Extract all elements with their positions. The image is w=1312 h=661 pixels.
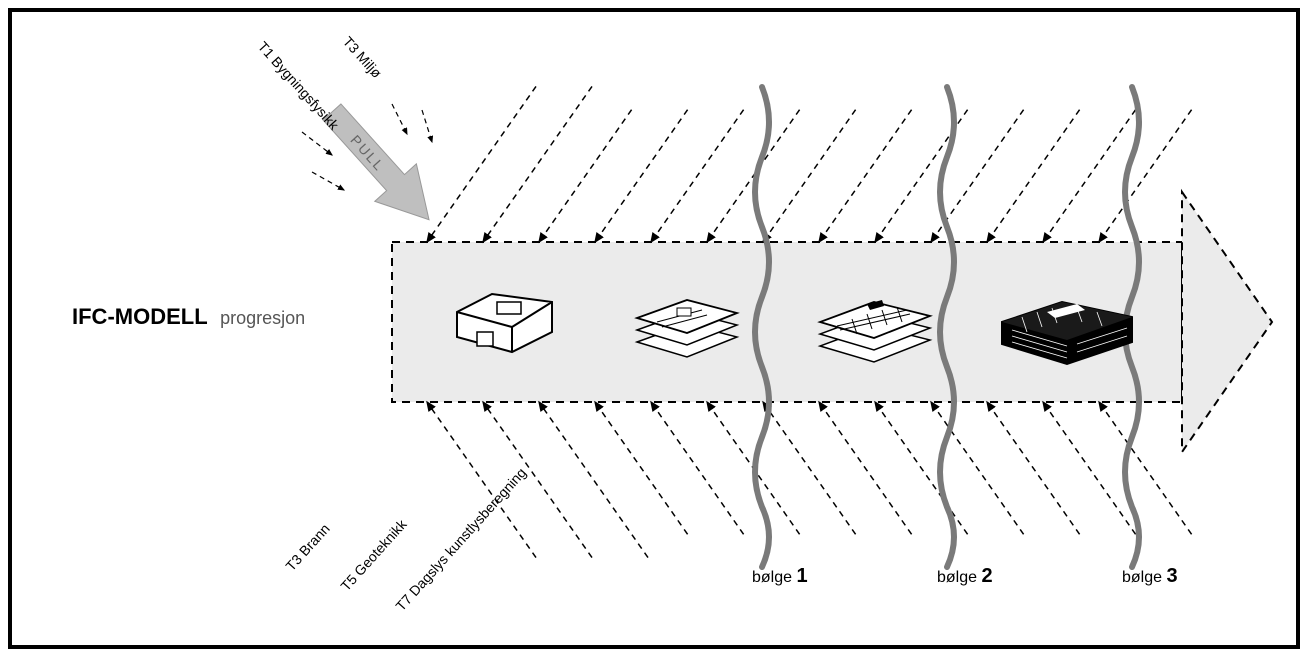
bottom-label-text: T7 Dagslys kunstlysberegning	[392, 465, 529, 615]
diagram-frame: PULL T1 Bygningsfysikk T3 Miljø T3 Brann…	[8, 8, 1300, 649]
bottom-rib	[819, 402, 912, 534]
top-label-text: T3 Miljø	[340, 33, 385, 81]
wave-label-1: bølge 1	[752, 565, 808, 587]
bottom-label-1: T5 Geoteknikk	[337, 515, 410, 594]
bottom-rib	[539, 402, 648, 558]
bottom-label-text: T3 Brann	[282, 521, 332, 575]
bottom-label-2: T7 Dagslys kunstlysberegning	[392, 465, 529, 615]
bottom-rib	[1043, 402, 1136, 534]
top-rib	[819, 110, 912, 242]
title-light: progresjon	[220, 308, 305, 328]
pull-side-arrow	[392, 104, 407, 134]
top-rib	[987, 110, 1080, 242]
pull-side-arrow	[312, 172, 344, 190]
bottom-label-0: T3 Brann	[282, 521, 332, 575]
wave-labels-group: bølge 1 bølge 2 bølge 3	[752, 565, 1178, 587]
top-label-1: T3 Miljø	[340, 33, 385, 81]
top-rib	[1043, 110, 1136, 242]
top-rib	[595, 110, 688, 242]
bottom-rib	[483, 402, 592, 558]
top-rib	[427, 86, 536, 242]
bottom-rib	[987, 402, 1080, 534]
diagram-canvas: PULL T1 Bygningsfysikk T3 Miljø T3 Brann…	[12, 12, 1296, 645]
bottom-rib	[651, 402, 744, 534]
bottom-ribs-group	[427, 402, 1192, 558]
top-rib	[1099, 110, 1192, 242]
bottom-rib	[931, 402, 1024, 534]
top-rib	[651, 110, 744, 242]
pull-side-arrow	[302, 132, 332, 155]
top-ribs-group	[427, 86, 1192, 242]
top-rib	[539, 110, 632, 242]
pull-side-arrow	[422, 110, 432, 142]
main-title: IFC-MODELL progresjon	[72, 304, 305, 329]
top-rib	[483, 86, 592, 242]
wave-label-3: bølge 3	[1122, 565, 1178, 587]
bottom-label-text: T5 Geoteknikk	[337, 515, 410, 594]
bottom-rib	[763, 402, 856, 534]
title-bold: IFC-MODELL	[72, 304, 208, 329]
top-rib	[763, 110, 856, 242]
top-label-text: T1 Bygningsfysikk	[255, 38, 343, 133]
progression-arrowhead	[1182, 192, 1272, 452]
top-rib	[707, 110, 800, 242]
top-label-0: T1 Bygningsfysikk	[255, 38, 343, 133]
wave-label-2: bølge 2	[937, 565, 993, 587]
bottom-rib	[595, 402, 688, 534]
bottom-rib	[1099, 402, 1192, 534]
